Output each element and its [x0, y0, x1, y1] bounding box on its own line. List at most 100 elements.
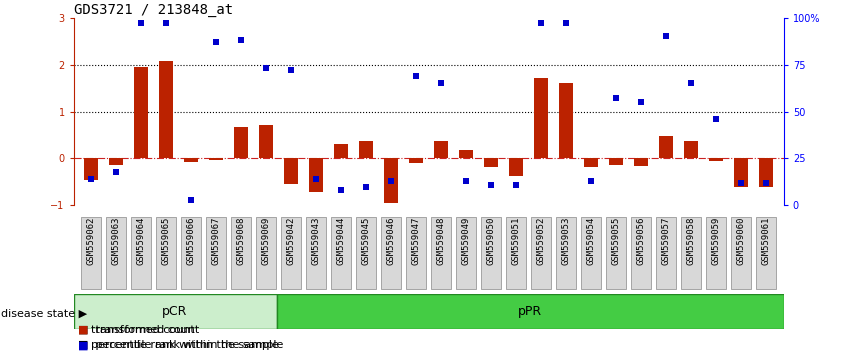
- Bar: [385, 159, 398, 203]
- Bar: [309, 159, 323, 192]
- Text: GSM559067: GSM559067: [211, 217, 221, 265]
- Text: GSM559062: GSM559062: [87, 217, 95, 265]
- Point: [610, 96, 624, 101]
- Bar: [559, 83, 573, 159]
- FancyBboxPatch shape: [255, 217, 276, 290]
- Point: [759, 180, 773, 185]
- Text: GSM559063: GSM559063: [112, 217, 120, 265]
- Text: GSM559044: GSM559044: [337, 217, 346, 265]
- Text: ■: ■: [78, 341, 88, 350]
- Text: GSM559068: GSM559068: [236, 217, 246, 265]
- FancyBboxPatch shape: [356, 217, 377, 290]
- FancyBboxPatch shape: [681, 217, 701, 290]
- Text: GSM559045: GSM559045: [362, 217, 371, 265]
- Point: [734, 180, 748, 185]
- Point: [484, 182, 498, 188]
- FancyBboxPatch shape: [306, 217, 326, 290]
- Bar: [759, 159, 773, 188]
- Point: [159, 21, 173, 26]
- FancyBboxPatch shape: [181, 217, 202, 290]
- Bar: [210, 159, 223, 160]
- Bar: [259, 125, 273, 159]
- Bar: [484, 159, 498, 167]
- Point: [309, 176, 323, 182]
- Point: [434, 80, 448, 86]
- FancyBboxPatch shape: [231, 217, 251, 290]
- FancyBboxPatch shape: [106, 217, 126, 290]
- FancyBboxPatch shape: [81, 217, 101, 290]
- Text: GSM559050: GSM559050: [487, 217, 495, 265]
- Point: [659, 34, 673, 39]
- Bar: [109, 159, 123, 165]
- Text: GSM559052: GSM559052: [537, 217, 546, 265]
- Point: [459, 178, 473, 184]
- Point: [184, 197, 198, 202]
- FancyBboxPatch shape: [706, 217, 727, 290]
- Point: [585, 178, 598, 184]
- FancyBboxPatch shape: [156, 217, 177, 290]
- Text: GSM559066: GSM559066: [187, 217, 196, 265]
- Point: [109, 169, 123, 175]
- Point: [359, 184, 373, 189]
- Text: GSM559059: GSM559059: [712, 217, 721, 265]
- Bar: [235, 126, 248, 159]
- Text: transformed count: transformed count: [91, 325, 195, 335]
- Bar: [509, 159, 523, 176]
- FancyBboxPatch shape: [656, 217, 676, 290]
- Point: [259, 65, 273, 71]
- FancyBboxPatch shape: [581, 217, 602, 290]
- Bar: [334, 144, 348, 159]
- Text: GSM559061: GSM559061: [762, 217, 771, 265]
- Bar: [634, 159, 648, 166]
- FancyBboxPatch shape: [74, 294, 276, 329]
- FancyBboxPatch shape: [606, 217, 626, 290]
- Text: GSM559065: GSM559065: [162, 217, 171, 265]
- FancyBboxPatch shape: [131, 217, 152, 290]
- Text: GSM559042: GSM559042: [287, 217, 295, 265]
- Text: GSM559043: GSM559043: [312, 217, 320, 265]
- Text: ■  percentile rank within the sample: ■ percentile rank within the sample: [78, 341, 283, 350]
- Bar: [84, 159, 98, 179]
- Point: [509, 182, 523, 188]
- Text: GSM559047: GSM559047: [411, 217, 421, 265]
- Text: ■  transformed count: ■ transformed count: [78, 325, 199, 335]
- Point: [684, 80, 698, 86]
- Text: GDS3721 / 213848_at: GDS3721 / 213848_at: [74, 3, 233, 17]
- Text: pPR: pPR: [518, 305, 542, 318]
- Point: [84, 176, 98, 182]
- FancyBboxPatch shape: [331, 217, 352, 290]
- Point: [334, 188, 348, 193]
- Point: [210, 39, 223, 45]
- Point: [534, 21, 548, 26]
- Text: GSM559048: GSM559048: [436, 217, 446, 265]
- Point: [559, 21, 573, 26]
- Bar: [709, 159, 723, 161]
- Bar: [659, 136, 673, 159]
- Text: GSM559046: GSM559046: [386, 217, 396, 265]
- FancyBboxPatch shape: [276, 294, 784, 329]
- FancyBboxPatch shape: [556, 217, 577, 290]
- Text: GSM559058: GSM559058: [687, 217, 695, 265]
- Text: GSM559055: GSM559055: [611, 217, 621, 265]
- FancyBboxPatch shape: [506, 217, 527, 290]
- Bar: [434, 141, 448, 159]
- Text: ■: ■: [78, 325, 88, 335]
- Bar: [585, 159, 598, 167]
- Text: GSM559049: GSM559049: [462, 217, 471, 265]
- Text: GSM559056: GSM559056: [637, 217, 646, 265]
- Bar: [410, 159, 423, 163]
- Point: [134, 21, 148, 26]
- Point: [709, 116, 723, 122]
- Bar: [359, 141, 373, 159]
- Bar: [459, 150, 473, 159]
- FancyBboxPatch shape: [731, 217, 752, 290]
- Text: pCR: pCR: [162, 305, 188, 318]
- Bar: [284, 159, 298, 184]
- Bar: [134, 67, 148, 159]
- Bar: [534, 78, 548, 159]
- Point: [634, 99, 648, 105]
- FancyBboxPatch shape: [531, 217, 552, 290]
- Point: [410, 73, 423, 79]
- Text: GSM559054: GSM559054: [586, 217, 596, 265]
- FancyBboxPatch shape: [456, 217, 476, 290]
